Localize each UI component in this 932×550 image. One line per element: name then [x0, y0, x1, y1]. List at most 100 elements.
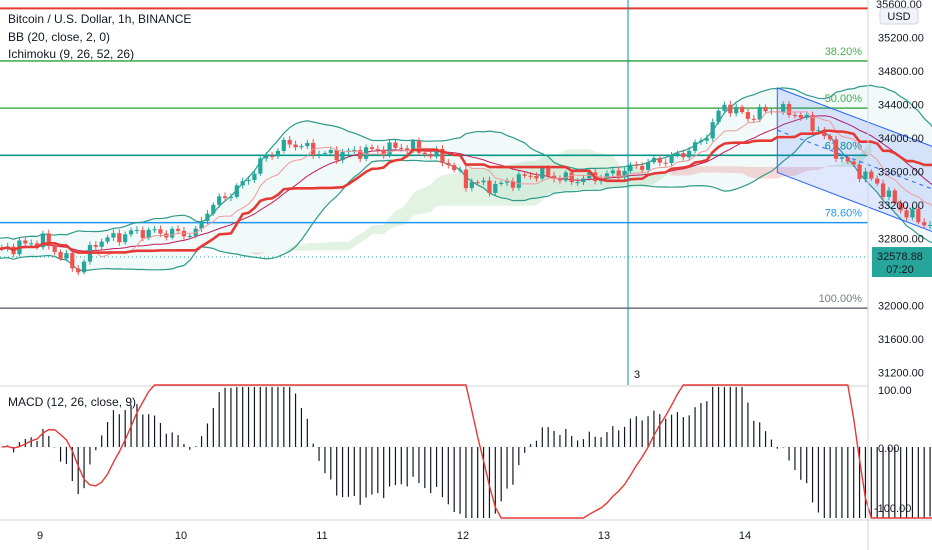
- ichimoku-cloud-segment: [800, 167, 807, 174]
- ichimoku-cloud-segment: [418, 187, 425, 214]
- candle: [352, 146, 357, 154]
- candle-body: [634, 164, 639, 166]
- ichimoku-cloud-segment: [724, 166, 731, 174]
- candle-body: [857, 164, 862, 180]
- candle: [839, 153, 845, 163]
- ichimoku-indicator-label[interactable]: Ichimoku (9, 26, 52, 26): [8, 47, 135, 61]
- candle-body: [369, 147, 375, 150]
- candle: [428, 150, 433, 160]
- price-tick: 34800.00: [878, 66, 924, 78]
- candle-body: [781, 104, 786, 113]
- candle: [134, 226, 140, 234]
- ichimoku-cloud-segment: [436, 175, 443, 207]
- candle-body: [657, 157, 662, 163]
- time-tick: 12: [457, 530, 469, 542]
- candle-body: [804, 114, 809, 118]
- candle-body: [739, 106, 745, 113]
- candle-body: [628, 164, 633, 171]
- candle: [904, 206, 909, 221]
- candle-body: [663, 162, 668, 164]
- candle: [199, 217, 204, 233]
- ichimoku-cloud-segment: [336, 241, 343, 251]
- candle-body: [205, 213, 210, 221]
- bb-indicator-label[interactable]: BB (20, close, 2, 0): [8, 30, 111, 44]
- candle-body: [904, 210, 909, 218]
- candle: [381, 146, 386, 159]
- ichimoku-cloud-segment: [395, 208, 402, 227]
- ichimoku-cloud-segment: [559, 150, 566, 191]
- candle-body: [927, 224, 932, 226]
- candle: [358, 146, 363, 163]
- candle: [499, 180, 504, 187]
- ichimoku-cloud-segment: [430, 178, 437, 212]
- candle: [734, 103, 739, 117]
- candle-body: [504, 181, 510, 183]
- fib-label: 38.20%: [825, 46, 863, 58]
- candle: [851, 158, 856, 168]
- candle-body: [710, 122, 715, 139]
- candles: [0, 100, 932, 276]
- candle: [604, 170, 610, 182]
- ichimoku-cloud-segment: [742, 166, 748, 177]
- candle-body: [76, 268, 81, 273]
- candle-body: [569, 172, 574, 183]
- macd-indicator-label[interactable]: MACD (12, 26, close, 9): [8, 395, 137, 409]
- candle-body: [551, 175, 557, 179]
- candle-body: [640, 165, 645, 170]
- fib-label: 78.60%: [825, 208, 863, 220]
- candle-body: [510, 181, 516, 188]
- candle: [405, 144, 410, 155]
- candle-body: [222, 196, 228, 199]
- fib-label: 50.00%: [825, 93, 863, 105]
- kijun-line: [0, 129, 932, 254]
- bb-upper: [0, 84, 932, 240]
- candle: [228, 193, 234, 202]
- ichimoku-cloud-segment: [401, 202, 408, 226]
- candle-body: [828, 136, 833, 140]
- candle: [798, 111, 803, 121]
- candle: [269, 152, 275, 160]
- candle-body: [757, 107, 762, 120]
- candle-body: [93, 245, 98, 247]
- candle-body: [111, 233, 116, 238]
- candle: [128, 227, 134, 237]
- candle: [170, 226, 175, 240]
- candle: [698, 137, 704, 145]
- candle-body: [146, 229, 151, 239]
- candle: [804, 112, 809, 120]
- candle: [287, 136, 292, 148]
- candle-body: [722, 104, 727, 111]
- candle: [551, 171, 557, 183]
- candle: [892, 188, 897, 206]
- time-tick: 14: [739, 530, 751, 542]
- candle-body: [645, 162, 651, 170]
- candle: [534, 172, 539, 182]
- candle: [886, 186, 892, 201]
- candle: [510, 177, 516, 192]
- candle: [375, 145, 380, 154]
- current-price-tag: [872, 247, 932, 278]
- candle: [857, 160, 862, 183]
- candle-body: [158, 229, 163, 234]
- candle: [710, 118, 715, 142]
- ichimoku-cloud-segment: [653, 173, 660, 185]
- price-tick: 33600.00: [878, 167, 924, 179]
- candle-body: [734, 106, 739, 114]
- candle-body: [40, 233, 46, 248]
- currency-badge: [879, 7, 919, 25]
- ichimoku-cloud-segment: [548, 155, 555, 194]
- candle: [252, 170, 257, 183]
- candle-body: [792, 114, 798, 116]
- candle: [522, 171, 527, 179]
- candle-body: [463, 169, 469, 189]
- ichimoku-cloud-segment: [354, 233, 361, 247]
- candle-body: [516, 174, 521, 188]
- ichimoku-cloud-segment: [442, 174, 449, 206]
- candle: [205, 209, 210, 225]
- candle: [757, 103, 762, 123]
- candle: [175, 225, 181, 235]
- ichimoku-cloud-segment: [424, 184, 431, 214]
- candle-body: [187, 235, 192, 237]
- ichimoku-cloud-segment: [448, 173, 455, 206]
